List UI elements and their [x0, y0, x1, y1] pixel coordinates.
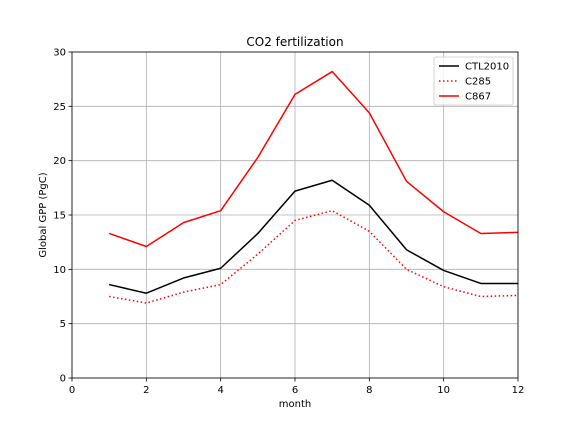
y-axis-ticks: 0 5 10 15 20 25 30 — [53, 48, 72, 385]
y-tick-label: 0 — [60, 374, 66, 385]
x-tick-label: 4 — [217, 385, 223, 396]
x-tick-label: 0 — [69, 385, 75, 396]
x-tick-label: 8 — [366, 385, 372, 396]
legend-label-ctl2010: CTL2010 — [465, 62, 509, 73]
legend-label-c285: C285 — [465, 77, 491, 88]
series-lines — [108, 70, 519, 304]
legend-label-c867: C867 — [465, 92, 491, 103]
legend: CTL2010 C285 C867 — [433, 56, 514, 106]
chart-title: CO2 fertilization — [246, 35, 343, 49]
x-axis-label: month — [279, 399, 311, 410]
x-axis-ticks: 0 2 4 6 8 10 12 — [69, 378, 525, 396]
series-line-ctl2010 — [108, 179, 518, 294]
series-line-c285 — [109, 209, 519, 304]
y-axis-label: Global GPP (PgC) — [38, 172, 49, 257]
legend-box — [433, 56, 514, 106]
y-tick-label: 30 — [53, 48, 66, 59]
y-tick-label: 10 — [53, 265, 66, 276]
y-tick-label: 25 — [53, 102, 66, 113]
x-tick-label: 2 — [143, 385, 149, 396]
x-tick-label: 12 — [512, 385, 525, 396]
y-tick-label: 20 — [53, 156, 66, 167]
series-line-c867 — [108, 70, 519, 248]
y-tick-label: 5 — [60, 319, 66, 330]
y-tick-label: 15 — [53, 211, 66, 222]
x-tick-label: 6 — [292, 385, 298, 396]
x-tick-label: 10 — [437, 385, 450, 396]
